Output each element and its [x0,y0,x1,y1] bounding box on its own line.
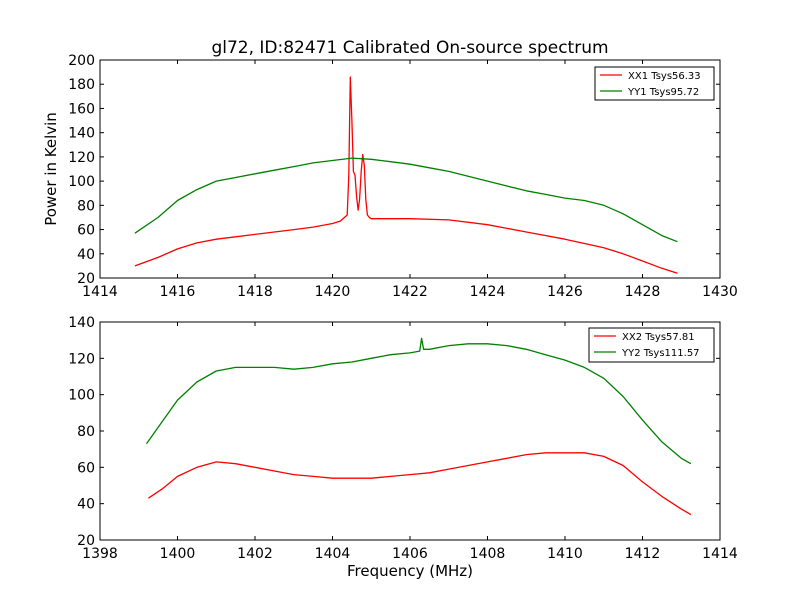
bottom-plot-frame [99,321,721,541]
x-tick-label: 1402 [237,546,273,562]
y-tick-label: 80 [77,424,95,440]
x-tick-label: 1412 [625,546,661,562]
legend-label: YY1 Tsys95.72 [627,87,699,98]
bottom-series-group [145,337,692,516]
legend-label: XX2 Tsys57.81 [622,332,695,343]
y-axis-label: Power in Kelvin [42,112,60,226]
top-axis-ticks: 1414 1416 1418 1420 1422 1424 1426 1428 1430 20 40… [68,53,738,300]
x-tick-label: 1406 [392,546,428,562]
x-tick-label: 1414 [702,546,738,562]
series-line-xx1 [134,76,678,274]
x-tick-label: 1424 [470,284,506,300]
y-tick-label: 40 [77,247,95,263]
x-tick-label: 1398 [82,546,118,562]
series-line-xx2 [148,452,692,516]
y-tick-label: 60 [77,223,95,239]
y-tick-label: 100 [68,388,95,404]
x-tick-label: 1428 [625,284,661,300]
series-line-yy1 [134,157,678,243]
y-tick-label: 80 [77,198,95,214]
top-legend: XX1 Tsys56.33 YY1 Tsys95.72 [594,66,715,101]
top-subplot: gl72, ID:82471 Calibrated On-source spec… [42,38,738,300]
y-tick-label: 120 [68,150,95,166]
x-tick-label: 1418 [237,284,273,300]
y-tick-label: 180 [68,77,95,93]
x-tick-label: 1422 [392,284,428,300]
y-tick-label: 120 [68,351,95,367]
series-line-yy2 [145,337,692,465]
y-tick-label: 100 [68,174,95,190]
bottom-axis-ticks: 1398 1400 1402 1404 1406 1408 1410 1412 1414 20 40… [68,315,738,562]
x-tick-label: 1416 [160,284,196,300]
y-tick-label: 140 [68,315,95,331]
x-tick-label: 1420 [315,284,351,300]
y-tick-label: 200 [68,53,95,69]
legend-label: YY2 Tsys111.57 [621,348,700,359]
x-tick-label: 1408 [470,546,506,562]
x-tick-label: 1410 [547,546,583,562]
y-tick-label: 160 [68,101,95,117]
x-tick-label: 1414 [82,284,118,300]
y-tick-label: 20 [77,533,95,549]
bottom-legend: XX2 Tsys57.81 YY2 Tsys111.57 [588,327,715,363]
chart-title: gl72, ID:82471 Calibrated On-source spec… [211,38,608,58]
y-tick-label: 60 [77,460,95,476]
legend-box [594,66,715,101]
bottom-subplot: Frequency (MHz) 1398 1400 1402 1404 1406 1408… [68,315,738,580]
x-tick-label: 1430 [702,284,738,300]
y-tick-label: 140 [68,126,95,142]
x-tick-label: 1426 [547,284,583,300]
legend-box [588,327,715,363]
legend-label: XX1 Tsys56.33 [628,71,701,82]
x-tick-label: 1400 [160,546,196,562]
y-tick-label: 40 [77,497,95,513]
x-axis-label: Frequency (MHz) [347,562,473,580]
y-tick-label: 20 [77,271,95,287]
top-series-group [134,76,678,274]
x-tick-label: 1404 [315,546,351,562]
top-plot-frame [99,59,721,279]
